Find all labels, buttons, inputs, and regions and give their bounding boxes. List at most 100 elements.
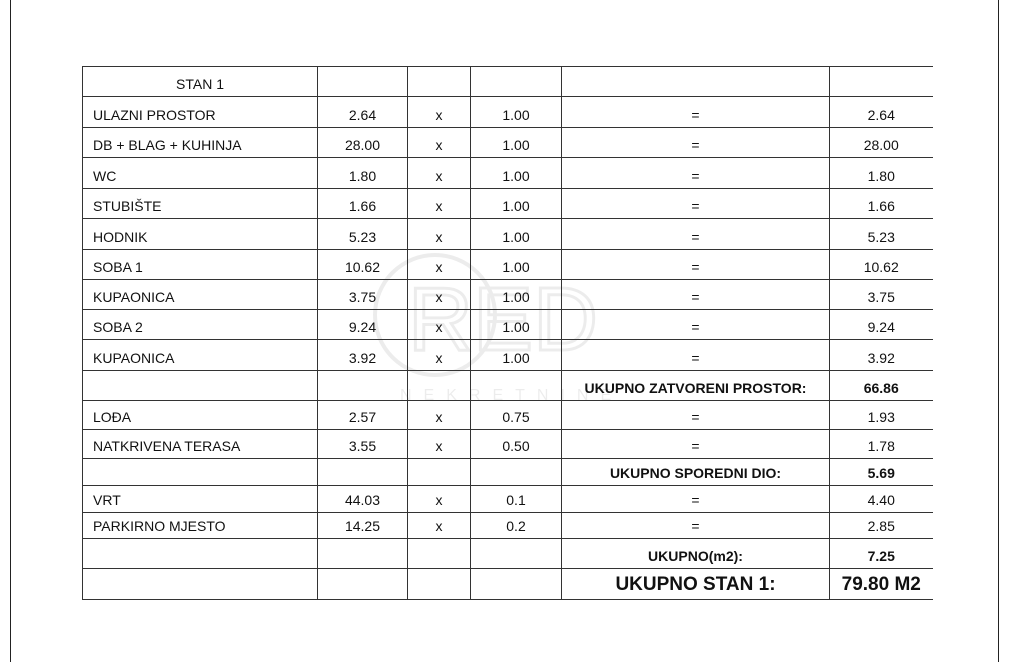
coefficient: 1.00 <box>470 157 562 189</box>
empty-cell <box>470 458 562 486</box>
empty-cell <box>317 370 408 401</box>
result-value: 4.40 <box>829 485 933 513</box>
empty-cell <box>407 568 471 600</box>
result-value: 1.93 <box>829 400 933 430</box>
equals-sign: = <box>561 309 830 340</box>
area-value: 2.64 <box>317 96 408 128</box>
area-value: 3.55 <box>317 429 408 459</box>
result-value: 1.80 <box>829 157 933 189</box>
empty-cell <box>470 66 562 97</box>
total-grand-value: 79.80 M2 <box>829 568 933 600</box>
multiply-sign: x <box>407 127 471 158</box>
room-name: DB + BLAG + KUHINJA <box>82 127 318 158</box>
room-name: HODNIK <box>82 218 318 250</box>
empty-cell <box>82 370 318 401</box>
equals-sign: = <box>561 485 830 513</box>
equals-sign: = <box>561 512 830 539</box>
area-value: 44.03 <box>317 485 408 513</box>
empty-cell <box>82 458 318 486</box>
room-name: ULAZNI PROSTOR <box>82 96 318 128</box>
total-closed-label: UKUPNO ZATVORENI PROSTOR: <box>561 370 830 401</box>
room-name: SOBA 1 <box>82 249 318 280</box>
multiply-sign: x <box>407 218 471 250</box>
area-value: 3.75 <box>317 279 408 310</box>
room-name: PARKIRNO MJESTO <box>82 512 318 539</box>
table-row: KUPAONICA 3.75 x 1.00 = 3.75 <box>82 279 933 310</box>
result-value: 1.78 <box>829 429 933 459</box>
total-side-value: 5.69 <box>829 458 933 486</box>
table-row: STUBIŠTE 1.66 x 1.00 = 1.66 <box>82 188 933 219</box>
table-row: LOĐA 2.57 x 0.75 = 1.93 <box>82 400 933 430</box>
equals-sign: = <box>561 429 830 459</box>
total-grand-label: UKUPNO STAN 1: <box>561 568 830 600</box>
empty-cell <box>470 538 562 569</box>
equals-sign: = <box>561 400 830 430</box>
table-row: SOBA 2 9.24 x 1.00 = 9.24 <box>82 309 933 340</box>
area-value: 14.25 <box>317 512 408 539</box>
header-row: STAN 1 <box>82 66 933 97</box>
room-name: LOĐA <box>82 400 318 430</box>
coefficient: 1.00 <box>470 96 562 128</box>
area-table: STAN 1 ULAZNI PROSTOR 2.64 x 1.00 = 2.64 DB + B… <box>82 66 933 600</box>
result-value: 28.00 <box>829 127 933 158</box>
result-value: 3.92 <box>829 339 933 371</box>
coefficient: 1.00 <box>470 249 562 280</box>
equals-sign: = <box>561 188 830 219</box>
table-row: KUPAONICA 3.92 x 1.00 = 3.92 <box>82 339 933 371</box>
equals-sign: = <box>561 127 830 158</box>
area-value: 1.66 <box>317 188 408 219</box>
area-value: 28.00 <box>317 127 408 158</box>
multiply-sign: x <box>407 188 471 219</box>
multiply-sign: x <box>407 339 471 371</box>
empty-cell <box>82 538 318 569</box>
empty-cell <box>407 66 471 97</box>
empty-cell <box>561 66 830 97</box>
multiply-sign: x <box>407 157 471 189</box>
coefficient: 1.00 <box>470 188 562 219</box>
result-value: 2.85 <box>829 512 933 539</box>
area-value: 5.23 <box>317 218 408 250</box>
multiply-sign: x <box>407 400 471 430</box>
area-value: 10.62 <box>317 249 408 280</box>
total-other-row: UKUPNO(m2): 7.25 <box>82 538 933 569</box>
table-row: VRT 44.03 x 0.1 = 4.40 <box>82 485 933 513</box>
total-other-label: UKUPNO(m2): <box>561 538 830 569</box>
table-row: PARKIRNO MJESTO 14.25 x 0.2 = 2.85 <box>82 512 933 539</box>
result-value: 2.64 <box>829 96 933 128</box>
multiply-sign: x <box>407 485 471 513</box>
area-value: 9.24 <box>317 309 408 340</box>
equals-sign: = <box>561 96 830 128</box>
result-value: 9.24 <box>829 309 933 340</box>
total-other-value: 7.25 <box>829 538 933 569</box>
result-value: 10.62 <box>829 249 933 280</box>
coefficient: 0.75 <box>470 400 562 430</box>
multiply-sign: x <box>407 249 471 280</box>
empty-cell <box>470 370 562 401</box>
equals-sign: = <box>561 249 830 280</box>
room-name: KUPAONICA <box>82 339 318 371</box>
empty-cell <box>470 568 562 600</box>
total-side-label: UKUPNO SPOREDNI DIO: <box>561 458 830 486</box>
page-border-left <box>10 0 11 662</box>
result-value: 3.75 <box>829 279 933 310</box>
multiply-sign: x <box>407 96 471 128</box>
room-name: NATKRIVENA TERASA <box>82 429 318 459</box>
empty-cell <box>407 538 471 569</box>
area-value: 2.57 <box>317 400 408 430</box>
page-border-right <box>998 0 999 662</box>
room-name: VRT <box>82 485 318 513</box>
area-value: 3.92 <box>317 339 408 371</box>
empty-cell <box>407 370 471 401</box>
empty-cell <box>317 568 408 600</box>
multiply-sign: x <box>407 429 471 459</box>
empty-cell <box>317 458 408 486</box>
room-name: SOBA 2 <box>82 309 318 340</box>
coefficient: 0.1 <box>470 485 562 513</box>
coefficient: 1.00 <box>470 127 562 158</box>
multiply-sign: x <box>407 512 471 539</box>
equals-sign: = <box>561 279 830 310</box>
equals-sign: = <box>561 218 830 250</box>
empty-cell <box>82 568 318 600</box>
equals-sign: = <box>561 339 830 371</box>
table-row: WC 1.80 x 1.00 = 1.80 <box>82 157 933 189</box>
